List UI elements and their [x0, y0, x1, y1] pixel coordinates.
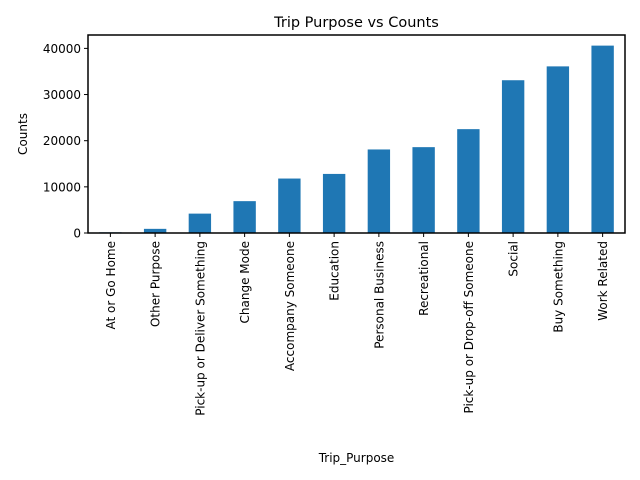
chart-title: Trip Purpose vs Counts	[273, 15, 439, 31]
bar-education	[322, 173, 346, 233]
y-tick-label: 30000	[43, 88, 81, 102]
y-axis-ticks: 0 10000 20000 30000 40000	[43, 42, 88, 241]
x-tick-label: Social	[507, 241, 521, 277]
y-tick-label: 0	[73, 227, 81, 241]
x-tick-label: Work Related	[596, 241, 610, 321]
bar-work-related	[591, 45, 614, 234]
x-tick-label: Education	[328, 241, 342, 301]
x-tick-label: At or Go Home	[104, 241, 118, 330]
x-tick-label: Pick-up or Drop-off Someone	[462, 241, 476, 414]
x-tick-label: Recreational	[417, 241, 431, 316]
y-tick-label: 10000	[43, 180, 81, 194]
x-axis-label: Trip_Purpose	[318, 451, 395, 465]
x-tick-label: Pick-up or Deliver Something	[193, 241, 207, 416]
x-tick-label: Buy Something	[551, 241, 565, 333]
y-axis-label: Counts	[16, 113, 30, 155]
bar-change-mode	[233, 201, 256, 233]
bar-other-purpose	[143, 228, 167, 233]
x-tick-label: Other Purpose	[149, 241, 163, 327]
x-tick-label: Personal Business	[372, 241, 386, 349]
bar-buy-something	[546, 66, 570, 233]
bar-social	[501, 80, 525, 233]
y-tick-label: 40000	[43, 42, 81, 56]
bar-pick-up-or-deliver-something	[188, 213, 212, 233]
bars-group	[99, 45, 614, 234]
x-tick-label: Change Mode	[238, 241, 252, 323]
bar-pick-up-or-drop-off-someone	[457, 129, 480, 233]
bar-recreational	[412, 147, 435, 233]
bar-personal-business	[367, 149, 391, 233]
y-tick-label: 20000	[43, 134, 81, 148]
x-tick-label: Accompany Someone	[283, 241, 297, 371]
bar-accompany-someone	[278, 178, 301, 233]
plot-frame	[87, 34, 626, 234]
x-axis-ticks: At or Go Home Other Purpose Pick-up or Del…	[104, 233, 610, 416]
